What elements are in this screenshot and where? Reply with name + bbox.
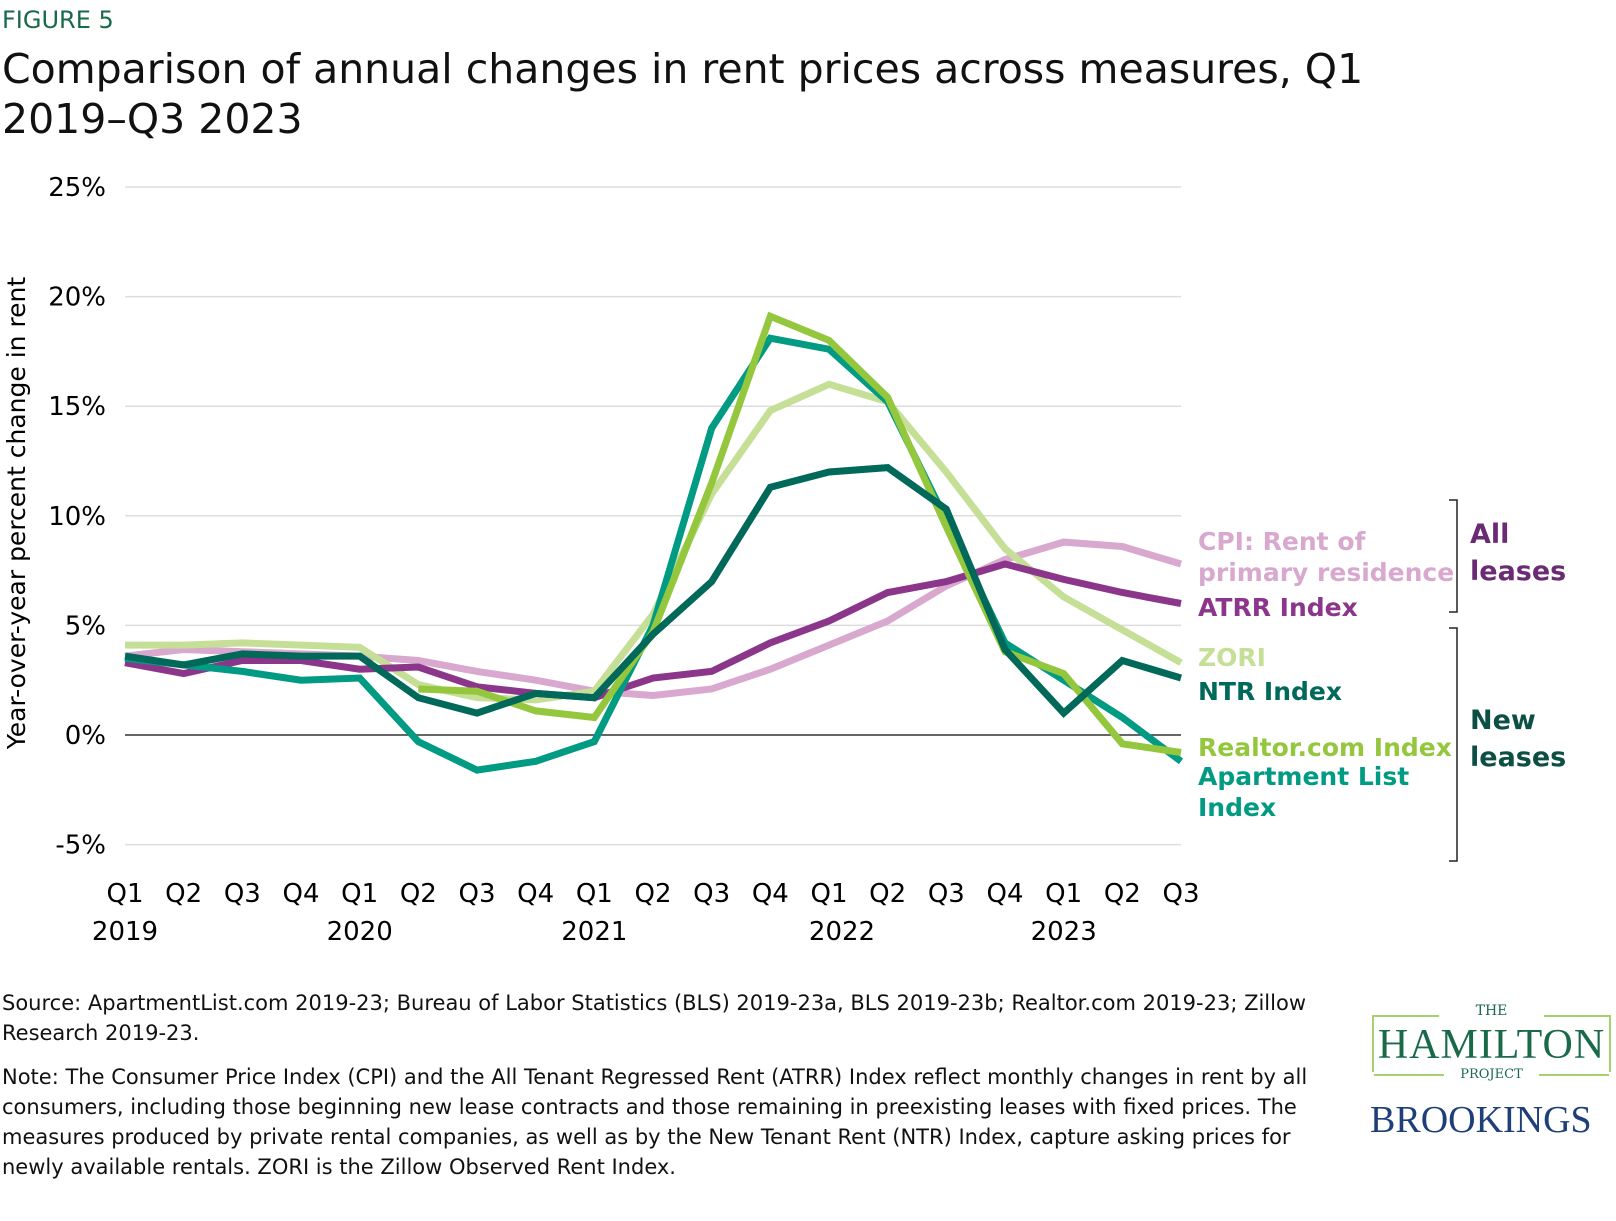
series-line-realtor-com-index	[418, 311, 1182, 756]
y-tick-label: 15%	[48, 392, 106, 422]
x-tick-label: Q1	[576, 879, 613, 909]
x-tick-label: Q3	[224, 879, 261, 909]
series-label: Realtor.com Index	[1198, 733, 1452, 762]
x-tick-label: Q3	[693, 879, 730, 909]
logo-the: THE	[1475, 1003, 1508, 1019]
y-tick-label: -5%	[55, 831, 106, 861]
hamilton-project-logo: THE HAMILTON PROJECT	[1372, 1003, 1611, 1082]
figure-label: FIGURE 5	[2, 6, 114, 34]
series-line-atrr-index	[124, 560, 1182, 702]
x-tick-label: Q2	[165, 879, 202, 909]
x-tick-label: Q1	[341, 879, 378, 909]
series-line-ntr-index	[124, 464, 1182, 719]
x-year-label: 2022	[809, 917, 875, 947]
x-tick-label: Q3	[928, 879, 965, 909]
group-label: New leases	[1470, 705, 1566, 773]
line-chart: 25% 20% 15% 10% 5% 0% -5% Year-over-year percen…	[2, 173, 1566, 947]
x-year-label: 2023	[1031, 917, 1097, 947]
logo-project: PROJECT	[1460, 1067, 1523, 1082]
y-tick-label: 5%	[65, 611, 106, 641]
note-text: Note: The Consumer Price Index (CPI) and…	[2, 1065, 1308, 1179]
x-year-label: 2020	[327, 917, 393, 947]
y-tick-label: 20%	[48, 283, 106, 313]
x-tick-label: Q1	[1045, 879, 1082, 909]
x-tick-label: Q3	[458, 879, 495, 909]
x-tick-label: Q2	[869, 879, 906, 909]
series-label: NTR Index	[1198, 677, 1342, 706]
brookings-logo: BROOKINGS	[1370, 1099, 1592, 1141]
logo-hamilton: HAMILTON	[1377, 1022, 1606, 1068]
series-label: CPI: Rent of primary residence	[1198, 527, 1454, 587]
x-tick-label: Q2	[400, 879, 437, 909]
y-axis-label: Year-over-year percent change in rent	[2, 277, 31, 751]
x-tick-label: Q4	[752, 879, 789, 909]
chart-title: Comparison of annual changes in rent pri…	[2, 45, 1364, 143]
series-label: ZORI	[1198, 643, 1266, 672]
source-text: Source: ApartmentList.com 2019-23; Burea…	[2, 991, 1306, 1045]
x-tick-label: Q4	[517, 879, 554, 909]
x-tick-label: Q3	[1162, 879, 1199, 909]
y-tick-label: 0%	[65, 721, 106, 751]
series-label: Apartment List Index	[1198, 762, 1409, 822]
series-label: ATRR Index	[1198, 593, 1358, 622]
x-tick-label: Q1	[810, 879, 847, 909]
y-tick-label: 25%	[48, 173, 106, 203]
bracket-new-leases	[1449, 627, 1458, 862]
x-tick-label: Q2	[634, 879, 671, 909]
x-year-label: 2019	[92, 917, 158, 947]
x-tick-label: Q4	[282, 879, 319, 909]
x-tick-label: Q2	[1104, 879, 1141, 909]
x-tick-label: Q4	[986, 879, 1023, 909]
group-label: All leases	[1470, 519, 1566, 587]
x-tick-label: Q1	[106, 879, 143, 909]
x-year-label: 2021	[561, 917, 627, 947]
y-tick-label: 10%	[48, 502, 106, 532]
bracket-all-leases	[1449, 499, 1458, 613]
